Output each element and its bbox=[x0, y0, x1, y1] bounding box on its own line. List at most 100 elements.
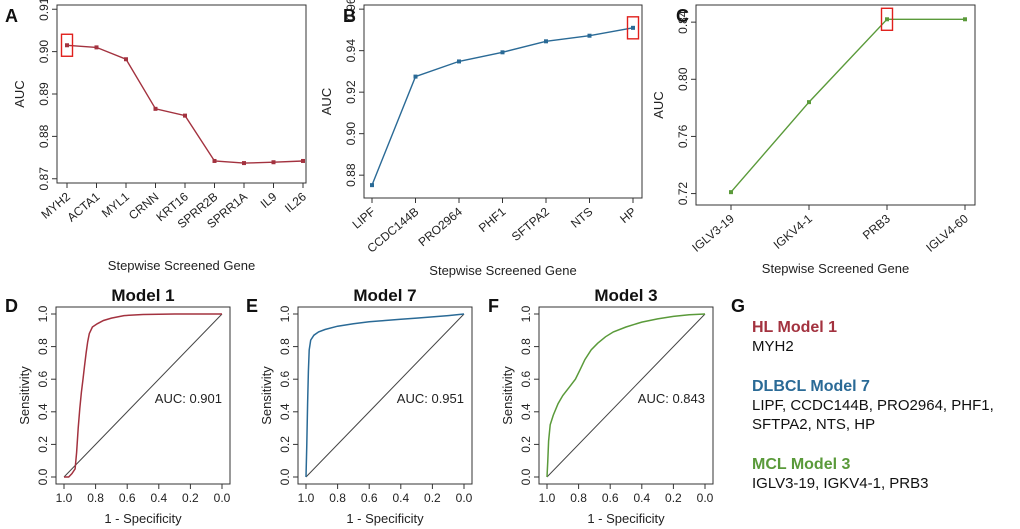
panel-b-highlight-box bbox=[626, 16, 640, 40]
panel-f-ytick-label: 0.0 bbox=[519, 468, 533, 485]
panel-letter-b: B bbox=[343, 6, 356, 26]
panel-e-xtick-label: 0.0 bbox=[456, 491, 473, 505]
panel-d-y-axis-title: Sensitivity bbox=[17, 366, 32, 425]
panel-e-ytick-label: 0.4 bbox=[278, 403, 292, 420]
legend-dlbcl: DLBCL Model 7 LIPF, CCDC144B, PRO2964, P… bbox=[752, 377, 1012, 434]
panel-e-ytick-label: 0.6 bbox=[278, 371, 292, 388]
panel-a-plot-frame bbox=[56, 4, 307, 184]
legend-mcl-title: MCL Model 3 bbox=[752, 456, 851, 473]
panel-b-data-point bbox=[500, 50, 505, 55]
panel-f-xtick-label: 0.0 bbox=[697, 491, 714, 505]
panel-d-xtick-label: 0.8 bbox=[87, 491, 104, 505]
panel-d-x-axis-title: 1 - Specificity bbox=[104, 511, 182, 526]
panel-a-data-point bbox=[153, 106, 158, 111]
panel-letter-g: G bbox=[731, 296, 745, 316]
panel-d-xtick-label: 0.6 bbox=[119, 491, 136, 505]
panel-d-xtick-label: 0.4 bbox=[150, 491, 167, 505]
panel-b-data-point bbox=[631, 25, 635, 30]
panel-a-data-point bbox=[301, 158, 305, 163]
panel-e-xtick-label: 1.0 bbox=[298, 491, 315, 505]
panel-d-roc-curve bbox=[64, 313, 222, 478]
panel-a-y-axis-title: AUC bbox=[12, 80, 27, 107]
panel-b-data-point bbox=[370, 183, 374, 188]
panel-f-xtick-label: 0.4 bbox=[633, 491, 650, 505]
panel-letter-c: C bbox=[676, 6, 689, 26]
panel-f-roc-curve bbox=[546, 313, 706, 478]
panel-c-ytick-label: 0.84 bbox=[676, 10, 690, 34]
panel-d-title: Model 1 bbox=[111, 286, 174, 305]
panel-e-auc-label: AUC: 0.951 bbox=[397, 391, 464, 406]
panel-b-xtick-label: PRO2964 bbox=[416, 204, 466, 249]
panel-a-ytick-label: 0.91 bbox=[37, 0, 51, 21]
panel-f-ytick-label: 1.0 bbox=[519, 305, 533, 322]
panel-f-xtick-label: 0.2 bbox=[665, 491, 682, 505]
panel-f-x-axis-title: 1 - Specificity bbox=[587, 511, 665, 526]
panel-b-y-axis-title: AUC bbox=[319, 88, 334, 115]
panel-c-x-axis-title: Stepwise Screened Gene bbox=[762, 261, 909, 276]
legend-hl: HL Model 1 MYH2 bbox=[752, 318, 1012, 356]
panel-e-ytick-label: 0.2 bbox=[278, 436, 292, 453]
panel-a-data-point bbox=[94, 45, 99, 50]
panel-e-ytick-label: 1.0 bbox=[278, 305, 292, 322]
panel-e-xtick-label: 0.6 bbox=[361, 491, 378, 505]
panel-e-xtick-label: 0.2 bbox=[424, 491, 441, 505]
legend-dlbcl-title: DLBCL Model 7 bbox=[752, 378, 870, 395]
panel-b-data-point bbox=[544, 39, 548, 44]
panel-b-ytick-label: 0.92 bbox=[344, 80, 358, 104]
panel-f-ytick-label: 0.8 bbox=[519, 338, 533, 355]
panel-e-plot-frame bbox=[297, 306, 473, 485]
panel-c-ytick-label: 0.80 bbox=[676, 67, 690, 91]
panel-f-auc-label: AUC: 0.843 bbox=[638, 391, 705, 406]
panel-b-xtick-label: NTS bbox=[568, 205, 595, 231]
panel-e-ytick-label: 0.0 bbox=[278, 468, 292, 485]
panel-d-auc-label: AUC: 0.901 bbox=[155, 391, 222, 406]
panel-a-ytick-label: 0.88 bbox=[37, 124, 51, 148]
legend-hl-title: HL Model 1 bbox=[752, 319, 838, 336]
panel-c-data-point bbox=[729, 190, 733, 195]
panel-a-xtick-label: ACTA1 bbox=[64, 189, 102, 224]
panel-c-ytick-label: 0.76 bbox=[676, 124, 690, 148]
panel-d-ytick-label: 0.8 bbox=[36, 338, 50, 355]
panel-e-title: Model 7 bbox=[353, 286, 416, 305]
panel-d-ytick-label: 1.0 bbox=[36, 305, 50, 322]
panel-b-data-point bbox=[413, 74, 418, 79]
panel-f-title: Model 3 bbox=[594, 286, 657, 305]
panel-d-ytick-label: 0.4 bbox=[36, 403, 50, 420]
panel-f-ytick-label: 0.4 bbox=[519, 403, 533, 420]
panel-a-x-axis-title: Stepwise Screened Gene bbox=[108, 258, 255, 273]
panel-d-plot-frame bbox=[55, 306, 231, 485]
panel-letter-a: A bbox=[5, 6, 18, 26]
panel-f-y-axis-title: Sensitivity bbox=[500, 366, 515, 425]
panel-c-xtick-label: IGKV4-1 bbox=[771, 211, 816, 252]
panel-b-xtick-label: PHF1 bbox=[476, 204, 509, 235]
panel-letter-d: D bbox=[5, 296, 18, 316]
panel-letter-e: E bbox=[246, 296, 258, 316]
panel-b-xtick-label: HP bbox=[617, 205, 639, 226]
panel-a-ytick-label: 0.89 bbox=[37, 82, 51, 106]
panel-a-data-point bbox=[271, 160, 276, 165]
panel-d-ytick-label: 0.0 bbox=[36, 468, 50, 485]
panel-d-ytick-label: 0.6 bbox=[36, 371, 50, 388]
panel-e-xtick-label: 0.4 bbox=[392, 491, 409, 505]
panel-a-series-line bbox=[66, 44, 304, 164]
panel-a-data-point bbox=[65, 43, 69, 48]
panel-e-y-axis-title: Sensitivity bbox=[259, 366, 274, 425]
panel-c-xtick-label: IGLV4-60 bbox=[923, 211, 971, 254]
panel-c-data-point bbox=[807, 100, 811, 105]
panel-c-plot-frame bbox=[695, 4, 976, 206]
panel-a-data-point bbox=[183, 113, 187, 118]
panel-a-data-point bbox=[124, 57, 128, 62]
panel-a-highlight-box bbox=[60, 33, 74, 57]
panel-c-xtick-label: IGLV3-19 bbox=[689, 211, 737, 254]
panel-c-y-axis-title: AUC bbox=[651, 91, 666, 118]
legend-mcl: MCL Model 3 IGLV3-19, IGKV4-1, PRB3 bbox=[752, 455, 1012, 493]
panel-b-ytick-label: 0.90 bbox=[344, 122, 358, 146]
panel-a-xtick-label: MYL1 bbox=[99, 189, 132, 220]
panel-f-xtick-label: 0.8 bbox=[570, 491, 587, 505]
legend-mcl-genes: IGLV3-19, IGKV4-1, PRB3 bbox=[752, 475, 929, 492]
panel-a-ytick-label: 0.87 bbox=[37, 167, 51, 191]
panel-b-x-axis-title: Stepwise Screened Gene bbox=[429, 263, 576, 278]
panel-a-ytick-label: 0.90 bbox=[37, 40, 51, 64]
panel-d-xtick-label: 0.0 bbox=[214, 491, 231, 505]
